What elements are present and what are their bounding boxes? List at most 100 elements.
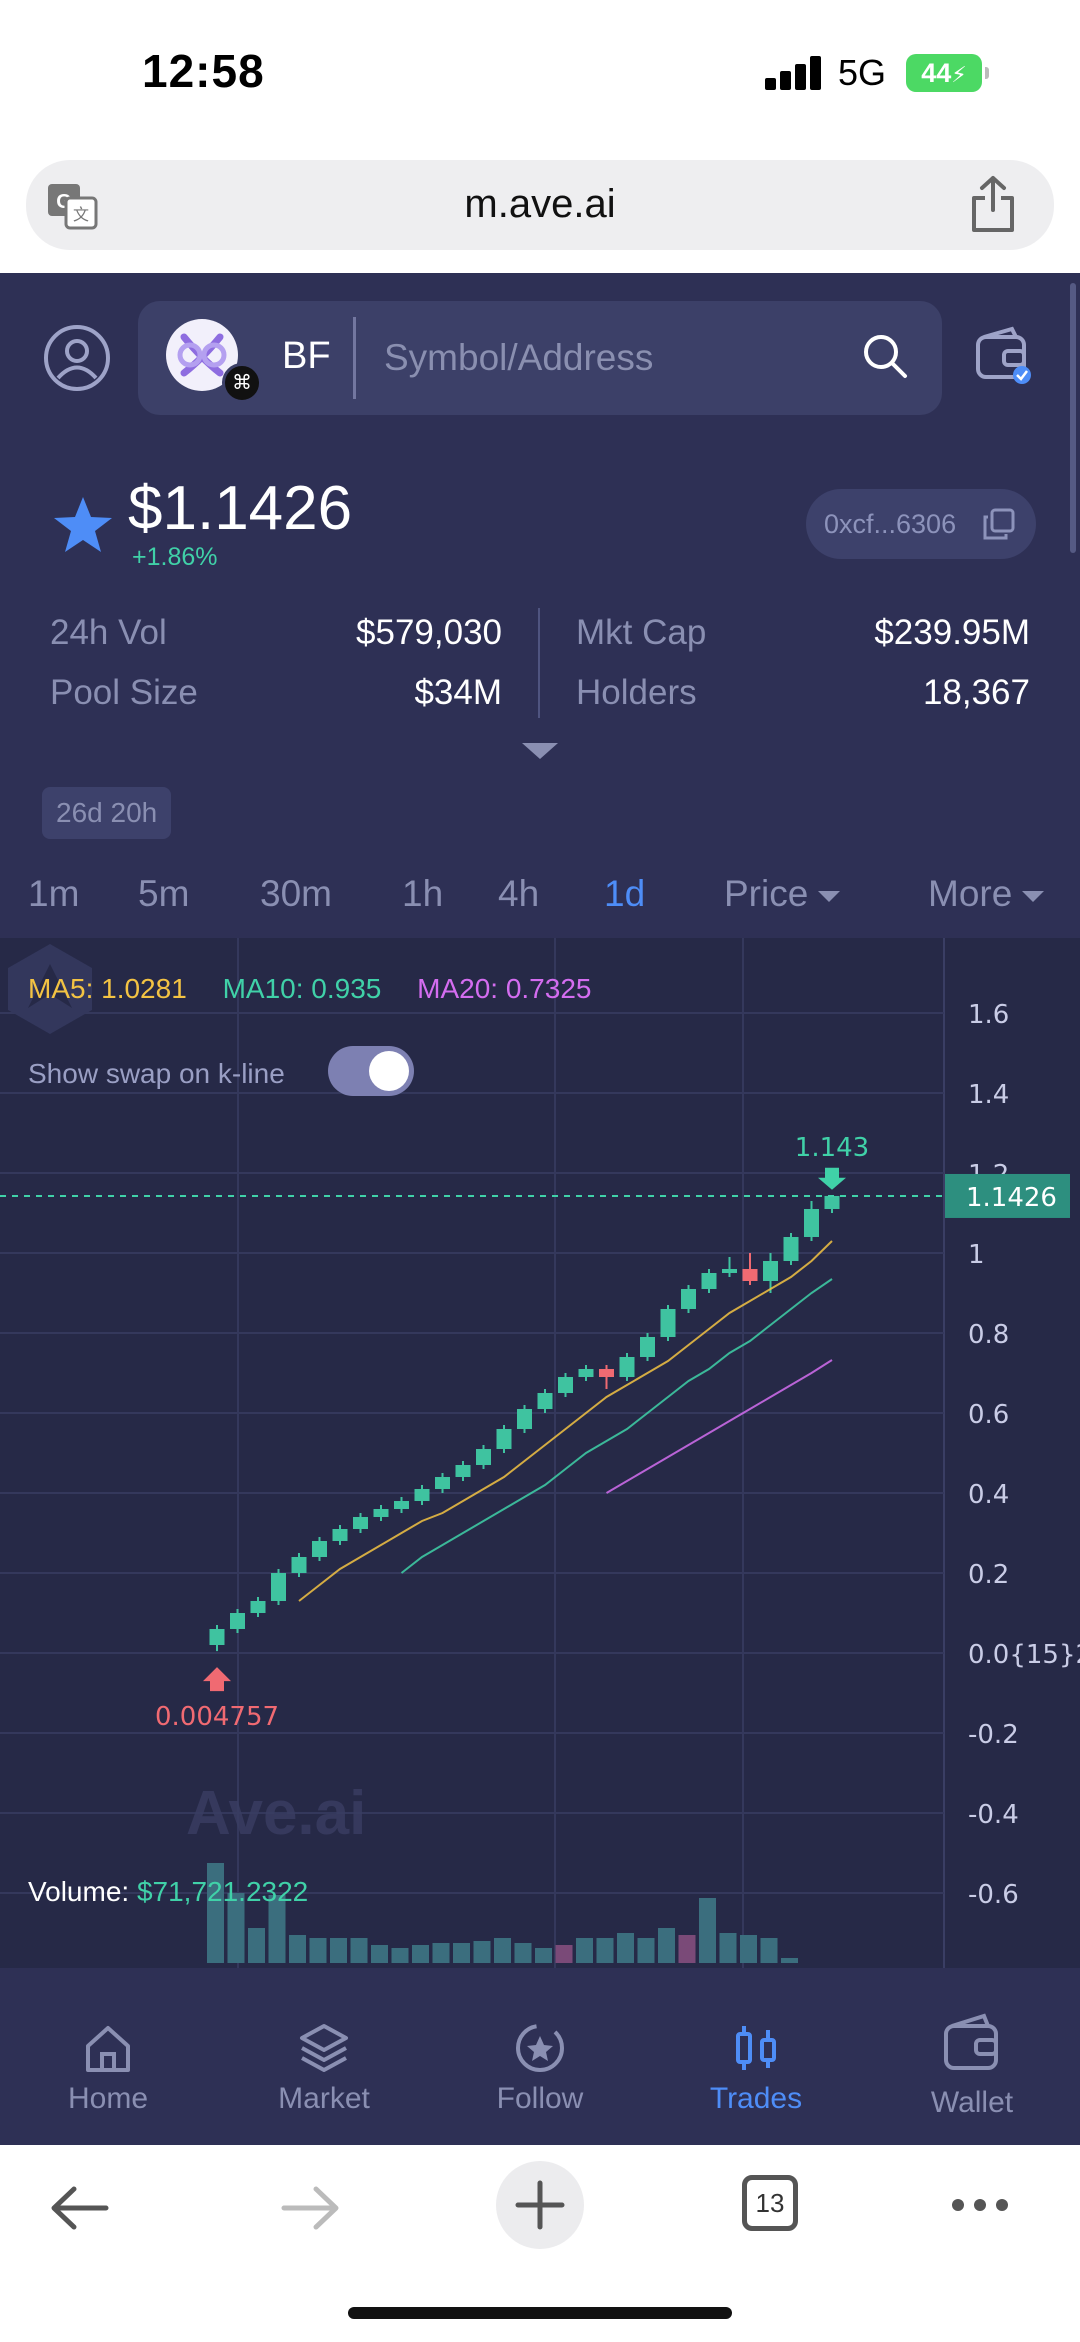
volume-bar <box>494 1938 511 1963</box>
translate-icon[interactable]: G 文 <box>44 178 100 234</box>
tab-market-label: Market <box>278 2082 370 2115</box>
stats-divider <box>538 608 540 718</box>
candle <box>722 1269 737 1273</box>
candle <box>496 1429 512 1449</box>
forward-arrow-icon[interactable] <box>278 2181 342 2235</box>
page-scrollbar[interactable] <box>1070 283 1076 553</box>
share-icon[interactable] <box>968 174 1018 234</box>
volume-bar <box>678 1935 696 1963</box>
timeframe-1h[interactable]: 1h <box>402 873 444 914</box>
app-container: ⌘ BF Symbol/Address $1.1426 +1.86% 0xcf.… <box>0 273 1080 2145</box>
volume-bar <box>309 1938 327 1963</box>
volume-label: Volume: $71,721.2322 <box>28 1876 308 1908</box>
current-price-tag-label: 1.1426 <box>966 1183 1057 1213</box>
stat-label-vol: 24h Vol <box>50 613 167 652</box>
status-bar: 12:58 5G 44⚡ <box>0 0 1080 150</box>
volume-bar <box>350 1938 368 1963</box>
candle <box>804 1209 819 1237</box>
tab-trades[interactable]: Trades <box>648 1968 864 2145</box>
y-tick-label: 0.0{15}27 <box>968 1640 1080 1670</box>
back-arrow-icon[interactable] <box>48 2181 112 2235</box>
tab-home[interactable]: Home <box>0 1968 216 2145</box>
candle <box>619 1357 635 1377</box>
y-tick-label: -0.2 <box>968 1720 1019 1750</box>
volume-bar <box>617 1933 634 1963</box>
volume-value: $71,721.2322 <box>136 1876 309 1907</box>
star-orbit-icon <box>516 2024 564 2072</box>
status-time: 12:58 <box>142 45 265 97</box>
bottom-tab-bar: Home Market Follow Trades <box>0 1968 1080 2145</box>
price-dropdown[interactable]: Price <box>724 873 841 915</box>
timeframe-30m[interactable]: 30m <box>260 873 332 914</box>
timeframe-1d[interactable]: 1d <box>604 873 646 914</box>
candle <box>312 1541 327 1557</box>
tab-market[interactable]: Market <box>216 1968 432 2145</box>
timeframe-1m[interactable]: 1m <box>28 873 80 914</box>
browser-toolbar: 13 <box>0 2145 1080 2342</box>
volume-bar <box>760 1938 778 1963</box>
y-tick-label: 0.8 <box>968 1320 1009 1350</box>
url-text[interactable]: m.ave.ai <box>464 182 616 226</box>
search-input[interactable]: Symbol/Address <box>384 337 654 378</box>
volume-bar <box>391 1948 409 1963</box>
volume-bar <box>719 1933 737 1963</box>
candle <box>271 1573 286 1601</box>
more-options-icon[interactable] <box>950 2195 1010 2215</box>
candle <box>640 1337 655 1357</box>
expand-stats-icon[interactable] <box>522 743 558 759</box>
tab-wallet-label: Wallet <box>930 2086 1014 2119</box>
ma10-line <box>400 1278 833 1574</box>
ma10-label: MA10: 0.935 <box>222 973 382 1004</box>
ma-legend: MA5: 1.0281 MA10: 0.935 MA20: 0.7325 <box>28 973 619 1005</box>
timeframe-5m[interactable]: 5m <box>138 873 190 914</box>
volume-bar <box>473 1941 491 1963</box>
kline-chart[interactable]: 1.61.41.210.80.60.40.20.0{15}27-0.2-0.4-… <box>0 938 1080 1968</box>
candle <box>763 1261 778 1281</box>
volume-bar <box>740 1935 757 1963</box>
candle <box>209 1629 225 1645</box>
kline-chart-svg[interactable]: 1.61.41.210.80.60.40.20.0{15}27-0.2-0.4-… <box>0 938 1080 1968</box>
tab-wallet[interactable]: Wallet <box>864 1968 1080 2145</box>
ave-logo-watermark-icon <box>8 944 92 1034</box>
y-tick-label: -0.4 <box>968 1800 1019 1830</box>
candle <box>455 1465 471 1477</box>
candle <box>353 1517 368 1529</box>
tab-home-label: Home <box>67 2082 149 2115</box>
signal-icon <box>765 56 821 90</box>
copy-icon[interactable] <box>982 507 1016 541</box>
high-marker-label: 1.143 <box>795 1133 869 1163</box>
volume-bar <box>555 1945 573 1963</box>
candle <box>291 1557 307 1573</box>
contract-address-chip[interactable]: 0xcf...6306 <box>806 489 1036 559</box>
profile-icon[interactable] <box>42 323 112 393</box>
volume-bar <box>289 1935 306 1963</box>
token-search[interactable]: ⌘ BF Symbol/Address <box>138 301 942 415</box>
volume-bar <box>637 1938 655 1963</box>
more-dropdown[interactable]: More <box>928 873 1045 915</box>
y-tick-label: -0.6 <box>968 1880 1019 1910</box>
low-arrow-icon <box>203 1667 231 1692</box>
layers-icon <box>300 2024 348 2072</box>
chevron-down-icon <box>1022 890 1045 902</box>
battery-icon: 44⚡ <box>906 54 989 92</box>
swap-toggle[interactable] <box>328 1046 414 1096</box>
volume-bar <box>412 1945 429 1963</box>
wallet-icon <box>944 2013 998 2070</box>
candle <box>599 1369 614 1377</box>
wallet-connect-icon[interactable] <box>972 325 1034 387</box>
timeframe-4h[interactable]: 4h <box>498 873 540 914</box>
search-icon[interactable] <box>860 331 910 381</box>
volume-bar <box>207 1863 224 1963</box>
chevron-down-icon <box>818 890 841 902</box>
address-bar[interactable]: G 文 m.ave.ai <box>26 160 1054 250</box>
home-indicator <box>348 2307 732 2319</box>
token-symbol[interactable]: BF <box>282 335 331 377</box>
tabs-button[interactable]: 13 <box>742 2175 798 2231</box>
battery-level: 44 <box>921 58 952 88</box>
candle <box>660 1309 676 1337</box>
home-icon <box>86 2026 130 2072</box>
swap-toggle-label: Show swap on k-line <box>28 1058 285 1089</box>
favorite-star-icon[interactable] <box>50 493 116 559</box>
new-tab-button[interactable] <box>496 2161 584 2249</box>
tab-follow[interactable]: Follow <box>432 1968 648 2145</box>
